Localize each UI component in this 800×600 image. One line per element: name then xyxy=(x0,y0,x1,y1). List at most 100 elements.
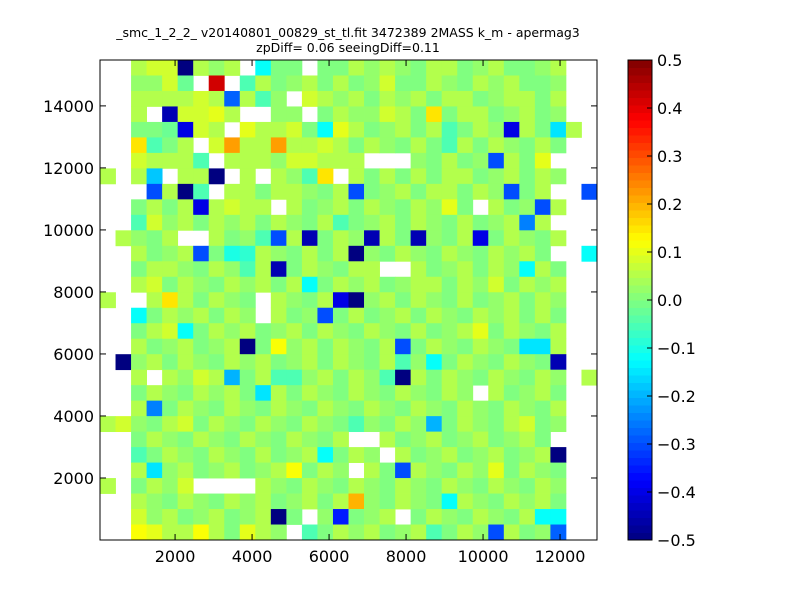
heatmap-cell xyxy=(286,60,303,76)
heatmap-cell xyxy=(395,462,412,479)
heatmap-cell xyxy=(472,354,489,371)
heatmap-cell xyxy=(379,524,396,541)
heatmap-cell xyxy=(410,478,427,494)
heatmap-cell xyxy=(410,385,427,402)
heatmap-cell xyxy=(332,416,349,433)
heatmap-cell xyxy=(317,230,334,247)
heatmap-cell xyxy=(410,354,427,371)
heatmap-cell xyxy=(364,90,380,107)
colorbar-segment xyxy=(628,97,652,106)
heatmap-cell xyxy=(239,199,256,216)
heatmap-cell xyxy=(534,323,551,340)
heatmap-cell xyxy=(534,168,551,185)
heatmap-cell xyxy=(193,493,210,510)
heatmap-cell xyxy=(332,75,349,92)
heatmap-cell xyxy=(503,106,520,123)
heatmap-cell xyxy=(534,524,551,541)
heatmap-cell xyxy=(224,60,241,76)
heatmap-cell xyxy=(503,509,520,525)
heatmap-cell xyxy=(550,230,567,247)
heatmap-cell xyxy=(239,75,256,92)
heatmap-cell xyxy=(348,354,365,371)
heatmap-cell xyxy=(519,369,536,386)
heatmap-cell xyxy=(364,168,380,185)
heatmap-cell xyxy=(131,493,147,510)
heatmap-cell xyxy=(162,199,179,216)
x-tick-label: 12000 xyxy=(535,547,586,566)
heatmap-cell xyxy=(379,214,396,231)
heatmap-cell xyxy=(146,199,163,216)
colorbar-segment xyxy=(628,367,652,376)
heatmap-cell xyxy=(193,214,210,231)
heatmap-cell xyxy=(162,416,179,433)
heatmap-cell xyxy=(457,369,474,386)
heatmap-cell xyxy=(519,276,536,293)
heatmap-cell xyxy=(270,90,287,107)
heatmap-cell xyxy=(348,245,365,262)
heatmap-cell xyxy=(503,230,520,247)
heatmap-cell xyxy=(100,416,116,433)
heatmap-cell xyxy=(379,323,396,340)
heatmap-cell xyxy=(286,478,303,494)
colorbar-segment xyxy=(628,217,652,226)
heatmap-cell xyxy=(317,478,334,494)
heatmap-cell xyxy=(534,307,551,324)
heatmap-cell xyxy=(441,509,458,525)
heatmap-cell xyxy=(488,121,505,138)
heatmap-cell xyxy=(472,183,489,200)
heatmap-cell xyxy=(534,199,551,216)
heatmap-cell xyxy=(208,323,225,340)
heatmap-cell xyxy=(177,106,194,123)
heatmap-cell xyxy=(208,431,225,448)
heatmap-cell xyxy=(131,369,147,386)
heatmap-cell xyxy=(426,152,443,169)
heatmap-cell xyxy=(379,493,396,510)
colorbar-segment xyxy=(628,127,652,136)
heatmap-cell xyxy=(488,462,505,479)
heatmap-cell xyxy=(162,261,179,278)
heatmap-cell xyxy=(177,478,194,494)
heatmap-cell xyxy=(146,323,163,340)
y-tick-label: 12000 xyxy=(43,159,94,178)
colorbar-segment xyxy=(628,375,652,383)
heatmap-cell xyxy=(208,416,225,433)
heatmap-cell xyxy=(457,478,474,494)
heatmap-cell xyxy=(317,292,334,309)
plot-frame xyxy=(99,59,598,541)
heatmap-cell xyxy=(332,354,349,371)
heatmap-cell xyxy=(255,199,272,216)
heatmap-cell xyxy=(286,292,303,309)
heatmap-cell xyxy=(270,230,287,247)
heatmap-cell xyxy=(519,199,536,216)
colorbar-segment xyxy=(628,495,652,503)
heatmap-cell xyxy=(146,292,163,309)
heatmap-cell xyxy=(472,292,489,309)
heatmap-cell xyxy=(301,168,318,185)
heatmap-cell xyxy=(410,447,427,463)
colorbar-segment xyxy=(628,292,652,301)
heatmap-cell xyxy=(550,307,567,324)
heatmap-cell xyxy=(457,307,474,324)
heatmap-cell xyxy=(472,478,489,494)
heatmap-cell xyxy=(332,152,349,169)
heatmap-cell xyxy=(193,447,210,463)
colorbar-segment xyxy=(628,112,652,121)
heatmap-cell xyxy=(503,75,520,92)
heatmap-cell xyxy=(395,106,412,123)
heatmap-cell xyxy=(550,493,567,510)
heatmap-cell xyxy=(332,307,349,324)
heatmap-cell xyxy=(519,168,536,185)
heatmap-cell xyxy=(208,60,225,76)
heatmap-cell xyxy=(534,416,551,433)
heatmap-cell xyxy=(193,400,210,417)
heatmap-cell xyxy=(534,121,551,138)
heatmap-cell xyxy=(441,307,458,324)
colorbar-segment xyxy=(628,315,652,323)
heatmap-cell xyxy=(395,400,412,417)
heatmap-cell xyxy=(317,338,334,355)
heatmap-cell xyxy=(301,354,318,371)
heatmap-cell xyxy=(332,493,349,510)
colorbar-segment xyxy=(628,450,652,458)
heatmap-cell xyxy=(177,168,194,185)
heatmap-cell xyxy=(332,323,349,340)
